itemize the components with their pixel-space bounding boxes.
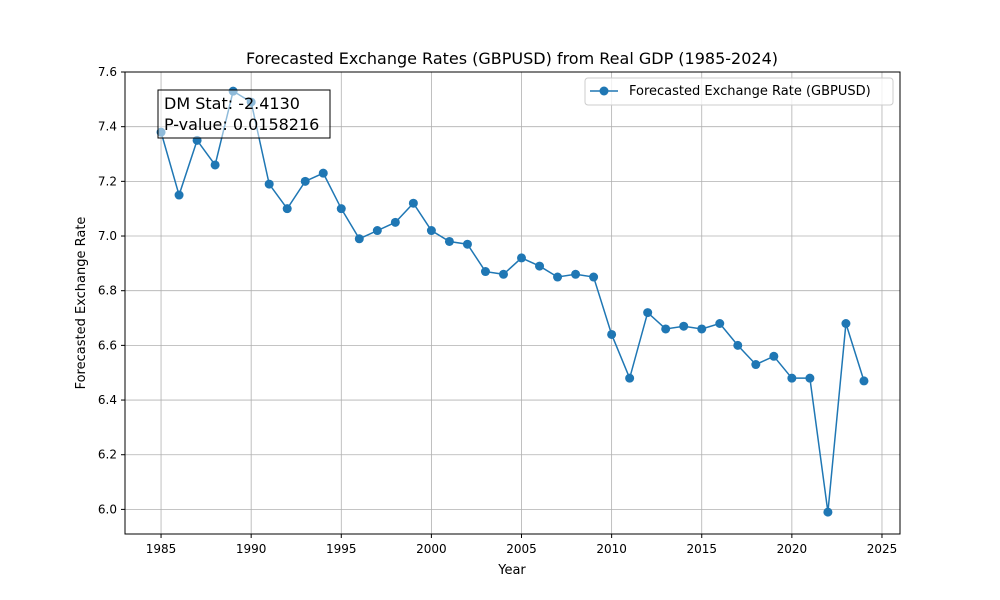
data-point	[769, 351, 779, 361]
data-point	[480, 267, 490, 277]
stat-annotation: DM Stat: -2.4130 P-value: 0.0158216	[157, 89, 331, 139]
legend-box	[584, 77, 894, 106]
data-point	[426, 226, 436, 236]
data-point	[679, 321, 689, 331]
data-point	[661, 324, 671, 334]
data-point	[823, 507, 833, 517]
chart-title: Forecasted Exchange Rates (GBPUSD) from …	[246, 49, 778, 68]
data-point	[462, 239, 472, 249]
y-tick-label: 6.0	[98, 502, 117, 516]
x-tick-label: 2020	[777, 542, 808, 556]
data-point	[553, 272, 563, 282]
plot-area	[125, 72, 900, 534]
data-point	[589, 272, 599, 282]
data-point	[390, 217, 400, 227]
data-point	[643, 308, 653, 318]
data-point	[318, 168, 328, 178]
y-tick-label: 6.8	[98, 284, 117, 298]
dm-stat-text: DM Stat: -2.4130	[164, 94, 300, 113]
y-tick-label: 7.2	[98, 174, 117, 188]
y-axis-label: Forecasted Exchange Rate	[74, 217, 89, 390]
legend-label: Forecasted Exchange Rate (GBPUSD)	[629, 84, 871, 99]
data-point	[174, 190, 184, 200]
data-point	[408, 198, 418, 208]
data-point	[300, 176, 310, 186]
data-point	[210, 160, 220, 170]
x-tick-label: 2015	[686, 542, 717, 556]
plot-frame	[124, 71, 901, 535]
x-tick-label: 1985	[146, 542, 177, 556]
data-point	[607, 329, 617, 339]
x-tick-label: 1990	[236, 542, 267, 556]
data-point	[625, 373, 635, 383]
data-point	[715, 319, 725, 329]
data-point	[444, 236, 454, 246]
y-tick-label: 6.2	[98, 448, 117, 462]
data-point	[354, 234, 364, 244]
x-tick-label: 1995	[326, 542, 357, 556]
data-point	[282, 204, 292, 214]
x-axis-label: Year	[497, 563, 526, 578]
data-point	[787, 373, 797, 383]
legend-marker-icon	[599, 86, 609, 96]
data-point	[517, 253, 527, 263]
data-point	[841, 319, 851, 329]
p-value-text: P-value: 0.0158216	[164, 115, 319, 134]
grid	[125, 71, 900, 534]
data-point	[498, 269, 508, 279]
stat-annotation-box	[157, 89, 331, 139]
x-tick-label: 2000	[416, 542, 447, 556]
y-tick-label: 6.6	[98, 338, 117, 352]
ticks: 1985 1990 1995 2000 2005 2010 2015 2020 2025 6.0 6…	[98, 65, 897, 556]
data-point	[859, 376, 869, 386]
legend: Forecasted Exchange Rate (GBPUSD)	[584, 77, 894, 106]
x-tick-label: 2005	[506, 542, 537, 556]
y-tick-label: 7.6	[98, 65, 117, 79]
y-tick-label: 6.4	[98, 393, 117, 407]
data-point	[733, 340, 743, 350]
data-point	[372, 226, 382, 236]
x-tick-label: 2025	[867, 542, 898, 556]
data-point	[805, 373, 815, 383]
data-point	[336, 204, 346, 214]
x-tick-label: 2010	[596, 542, 627, 556]
data-point	[697, 324, 707, 334]
y-tick-label: 7.4	[98, 120, 117, 134]
series-line	[160, 89, 865, 513]
data-point	[571, 269, 581, 279]
data-point	[264, 179, 274, 189]
y-tick-label: 7.0	[98, 229, 117, 243]
data-point	[751, 360, 761, 370]
data-point	[535, 261, 545, 271]
